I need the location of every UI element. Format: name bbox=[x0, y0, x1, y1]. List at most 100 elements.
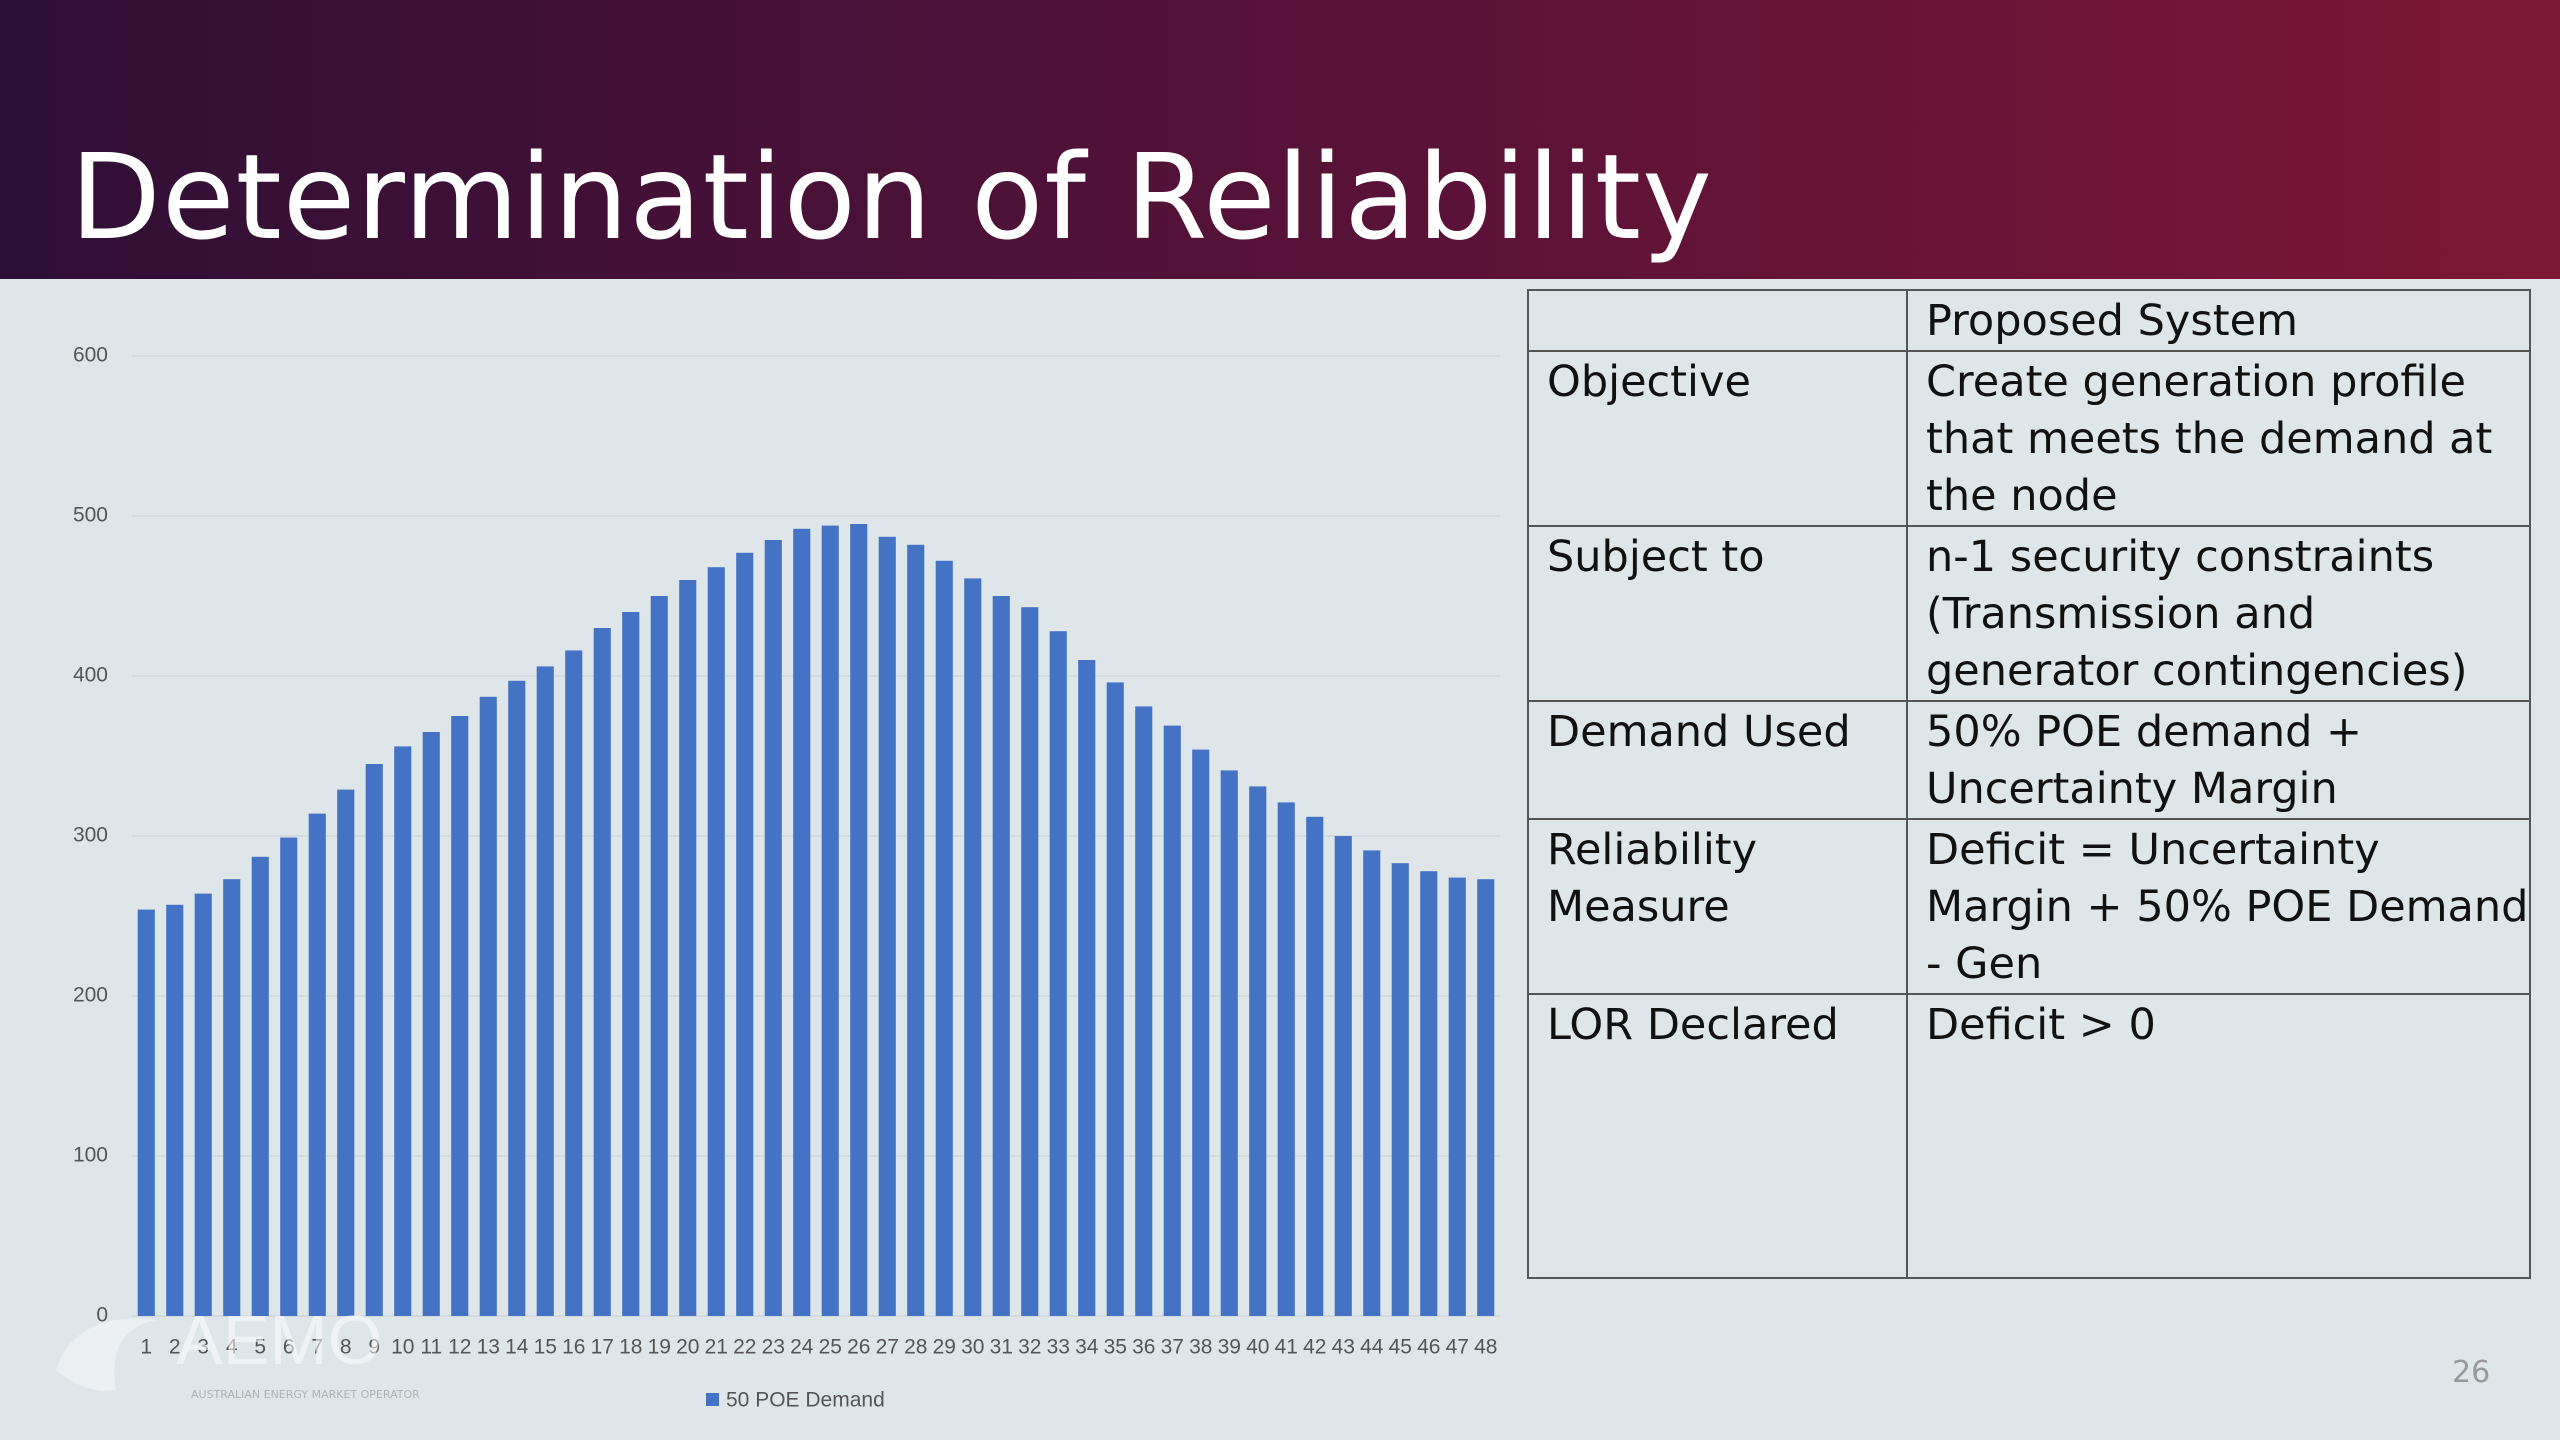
x-tick-label: 13 bbox=[477, 1336, 500, 1359]
table-row: Reliability Measure Deficit = Uncertainty… bbox=[1527, 818, 2531, 995]
x-tick-label: 28 bbox=[904, 1336, 927, 1359]
row-value: n-1 security constraints (Transmission a… bbox=[1906, 525, 2531, 702]
bar bbox=[907, 544, 925, 1316]
row-label: Subject to bbox=[1527, 525, 1908, 702]
logo-tagline: AUSTRALIAN ENERGY MARKET OPERATOR bbox=[191, 1388, 420, 1401]
logo-name: AEMO bbox=[176, 1301, 383, 1379]
table-header: Proposed System bbox=[1527, 289, 2531, 352]
x-tick-label: 48 bbox=[1474, 1336, 1497, 1359]
bar bbox=[1192, 749, 1210, 1316]
bar bbox=[793, 528, 811, 1316]
bar bbox=[1306, 816, 1324, 1316]
bar bbox=[166, 904, 184, 1316]
x-tick-label: 5 bbox=[254, 1336, 266, 1359]
y-tick-label: 500 bbox=[73, 504, 108, 527]
bar bbox=[422, 732, 440, 1316]
x-tick-label: 36 bbox=[1132, 1336, 1155, 1359]
x-tick-label: 43 bbox=[1332, 1336, 1355, 1359]
bar bbox=[593, 628, 611, 1316]
y-tick-label: 0 bbox=[96, 1304, 108, 1327]
table-row: Subject to n-1 security constraints (Tran… bbox=[1527, 525, 2531, 702]
x-tick-label: 40 bbox=[1246, 1336, 1269, 1359]
bar bbox=[536, 666, 554, 1316]
bar bbox=[451, 716, 469, 1316]
legend-swatch bbox=[706, 1393, 719, 1406]
x-tick-label: 46 bbox=[1417, 1336, 1440, 1359]
x-tick-label: 17 bbox=[591, 1336, 614, 1359]
bar bbox=[1106, 682, 1124, 1316]
bar bbox=[850, 524, 868, 1316]
row-label: Objective bbox=[1527, 350, 1908, 527]
x-tick-label: 12 bbox=[448, 1336, 471, 1359]
x-tick-label: 38 bbox=[1189, 1336, 1212, 1359]
x-tick-label: 30 bbox=[961, 1336, 984, 1359]
bar bbox=[1135, 706, 1153, 1316]
bar bbox=[764, 540, 782, 1316]
x-tick-label: 32 bbox=[1018, 1336, 1041, 1359]
x-tick-label: 20 bbox=[676, 1336, 699, 1359]
x-tick-label: 21 bbox=[705, 1336, 728, 1359]
page-number: 26 bbox=[2452, 1355, 2491, 1390]
bar bbox=[1420, 871, 1438, 1316]
row-value: Create generation profile that meets the… bbox=[1906, 350, 2531, 527]
bar bbox=[1021, 607, 1039, 1316]
bar bbox=[1334, 836, 1352, 1316]
row-value: Deficit > 0 bbox=[1906, 993, 2531, 1279]
x-tick-label: 25 bbox=[819, 1336, 842, 1359]
bar bbox=[1448, 877, 1466, 1316]
bar bbox=[280, 837, 298, 1316]
x-tick-label: 18 bbox=[619, 1336, 642, 1359]
y-tick-label: 200 bbox=[73, 984, 108, 1007]
x-tick-label: 47 bbox=[1446, 1336, 1469, 1359]
row-label: LOR Declared bbox=[1527, 993, 1908, 1279]
bar bbox=[194, 893, 212, 1316]
x-tick-label: 45 bbox=[1389, 1336, 1412, 1359]
x-tick-label: 27 bbox=[876, 1336, 899, 1359]
bar bbox=[508, 680, 526, 1316]
logo-emblem bbox=[56, 1318, 156, 1391]
bar bbox=[935, 560, 953, 1316]
row-value: 50% POE demand + Uncertainty Margin bbox=[1906, 700, 2531, 820]
bar bbox=[736, 552, 754, 1316]
bar bbox=[137, 909, 155, 1316]
x-tick-label: 16 bbox=[562, 1336, 585, 1359]
bar bbox=[679, 580, 697, 1316]
bar bbox=[365, 764, 383, 1316]
bar bbox=[1363, 850, 1381, 1316]
reliability-table: Proposed System Objective Create generati… bbox=[1527, 289, 2531, 1279]
row-label: Demand Used bbox=[1527, 700, 1908, 820]
x-tick-label: 1 bbox=[140, 1336, 152, 1359]
table-row: LOR Declared Deficit > 0 bbox=[1527, 993, 2531, 1279]
bar bbox=[878, 536, 896, 1316]
bar bbox=[1220, 770, 1238, 1316]
table-row: Objective Create generation profile that … bbox=[1527, 350, 2531, 527]
bar bbox=[223, 879, 241, 1316]
header: Determination of Reliability bbox=[0, 0, 2560, 279]
bar bbox=[622, 612, 640, 1316]
y-tick-label: 600 bbox=[73, 344, 108, 367]
bar bbox=[964, 578, 982, 1316]
x-tick-label: 23 bbox=[762, 1336, 785, 1359]
x-tick-label: 15 bbox=[534, 1336, 557, 1359]
bar bbox=[337, 789, 355, 1316]
bar bbox=[1163, 725, 1181, 1316]
bar bbox=[394, 746, 412, 1316]
x-tick-label: 34 bbox=[1075, 1336, 1099, 1359]
x-tick-label: 41 bbox=[1275, 1336, 1298, 1359]
bar bbox=[1049, 631, 1067, 1316]
x-tick-label: 37 bbox=[1161, 1336, 1184, 1359]
title: Determination of Reliability bbox=[70, 128, 1713, 266]
bar bbox=[1277, 802, 1295, 1316]
x-tick-label: 8 bbox=[340, 1336, 352, 1359]
bar bbox=[650, 596, 668, 1316]
legend-label: 50 POE Demand bbox=[726, 1389, 885, 1412]
logo: AEMO AUSTRALIAN ENERGY MARKET OPERATOR bbox=[46, 1300, 420, 1404]
x-tick-label: 3 bbox=[197, 1336, 209, 1359]
x-tick-label: 39 bbox=[1218, 1336, 1241, 1359]
bar bbox=[1078, 660, 1096, 1316]
table-row: Demand Used 50% POE demand + Uncertainty … bbox=[1527, 700, 2531, 820]
bar bbox=[479, 696, 497, 1316]
y-tick-label: 300 bbox=[73, 824, 108, 847]
